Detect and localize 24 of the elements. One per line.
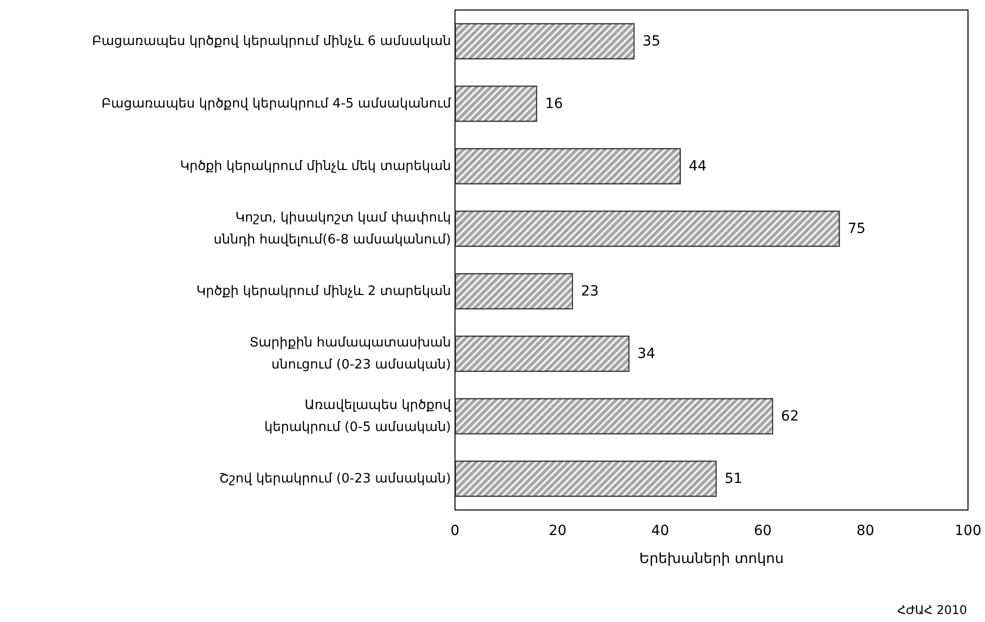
y-tick-label: Կրծքի կերակրում մինչև մեկ տարեկան — [180, 158, 451, 174]
data-label: 35 — [642, 33, 660, 50]
data-label: 51 — [724, 470, 742, 487]
y-tick-label: Կոշտ, կիսակոշտ կամ փափուկ սննդի հավելում(6-8 ամսականում) — [214, 210, 451, 248]
x-tick-label: 80 — [856, 523, 874, 539]
y-tick-label: Շշով կերակրում (0-23 ամսական) — [219, 471, 451, 486]
x-tick-label: 20 — [548, 523, 567, 539]
x-tick-label: 60 — [754, 523, 772, 539]
y-tick-label: Բացառապես կրծքով կերակրում մինչև 6 ամսական — [92, 34, 451, 49]
data-label: 34 — [637, 346, 656, 362]
data-label: 23 — [580, 283, 599, 300]
y-tick-label: Բացառապես կրծքով կերակրում 4-5 ամսականում — [102, 96, 452, 112]
x-tick-label: 40 — [651, 523, 670, 539]
data-label: 62 — [781, 408, 799, 424]
y-tick-label: Կրծքի կերակրում մինչև 2 տարեկան — [196, 284, 451, 299]
data-label: 16 — [545, 96, 563, 112]
x-tick-label: 0 — [450, 523, 460, 539]
data-label: 75 — [848, 220, 866, 237]
y-tick-label: Տարիքին համապատասխան սնուցում (0-23 ամսական) — [249, 335, 451, 372]
y-tick-label: Առավելապես կրծքով կերակրում (0-5 ամսական) — [264, 398, 452, 435]
text: ՀԺԱՀ 2010 — [897, 603, 968, 617]
data-label: 44 — [688, 158, 707, 174]
x-axis-title: Երեխաների տոկոս — [639, 551, 784, 567]
x-tick-label: 100 — [954, 523, 982, 539]
